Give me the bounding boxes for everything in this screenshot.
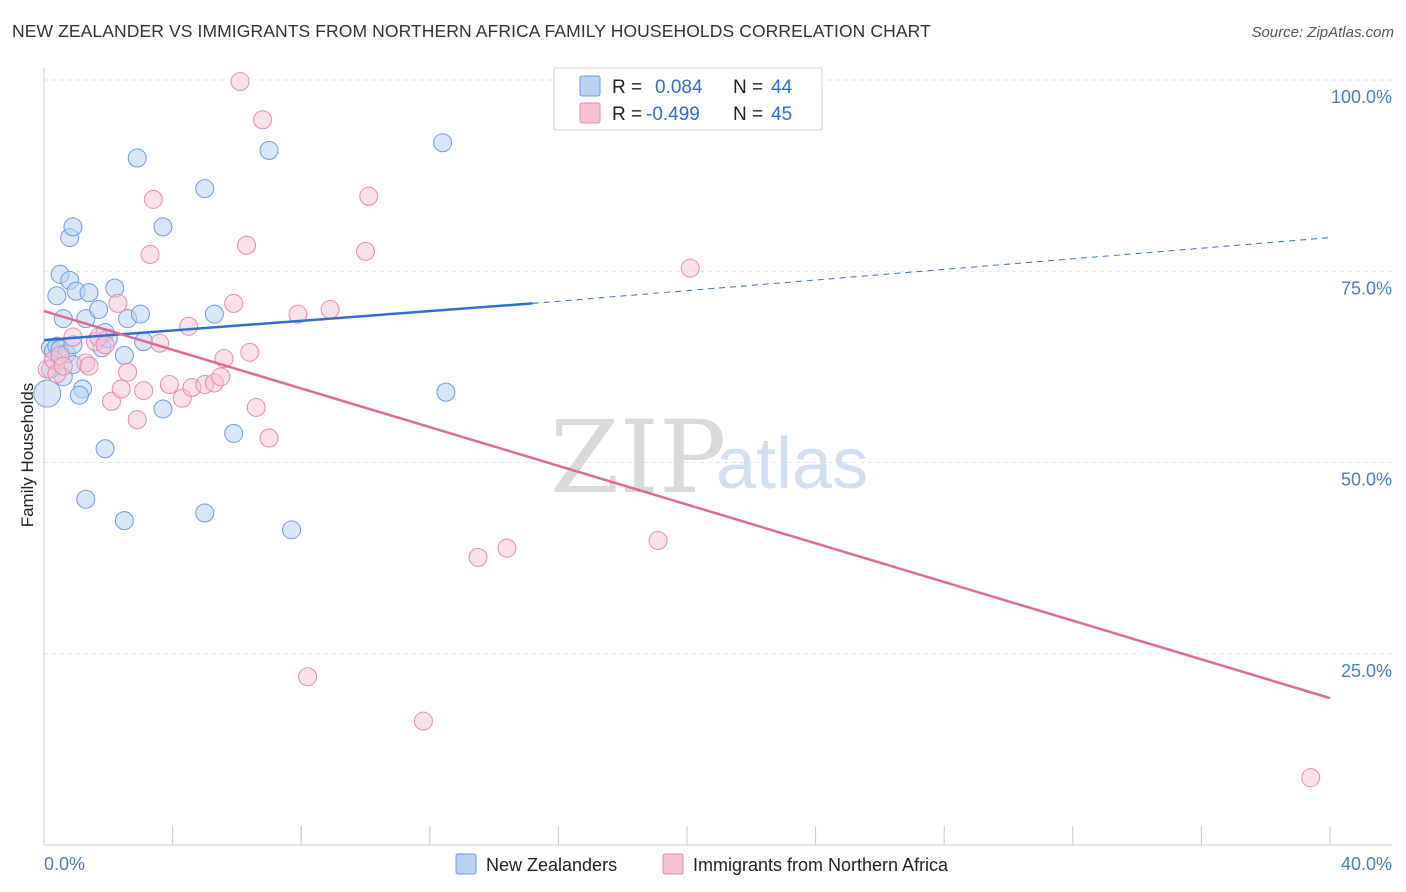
- point-northern-africa: [79, 356, 99, 376]
- point-northern-africa: [211, 367, 231, 387]
- correlation-legend: R = 0.084 N = 44 R = -0.499 N = 45: [553, 67, 823, 131]
- point-northern-africa: [108, 293, 128, 313]
- point-northern-africa: [288, 304, 308, 324]
- series-legend: New Zealanders Immigrants from Northern …: [455, 853, 949, 875]
- trendline-new-zealanders-extension: [532, 237, 1331, 304]
- legend-n-label-1: N =: [733, 77, 763, 98]
- point-new-zealanders: [47, 286, 67, 306]
- bottom-legend-label-northern-africa: Immigrants from Northern Africa: [693, 855, 949, 875]
- point-northern-africa: [246, 397, 266, 417]
- y-axis-label: Family Households: [18, 383, 37, 528]
- y-tick-label: 50.0%: [1341, 470, 1392, 490]
- point-new-zealanders: [436, 382, 456, 402]
- point-new-zealanders: [130, 304, 150, 324]
- point-northern-africa: [111, 379, 131, 399]
- point-new-zealanders: [153, 399, 173, 419]
- watermark-zip: ZIP: [550, 399, 726, 516]
- legend-r-value-2: -0.499: [646, 104, 700, 125]
- bottom-legend-swatch-blue: [455, 853, 477, 875]
- point-new-zealanders: [89, 300, 109, 319]
- point-new-zealanders: [33, 379, 62, 408]
- point-northern-africa: [680, 258, 700, 278]
- y-tick-label: 100.0%: [1331, 87, 1392, 107]
- legend-r-value-1: 0.084: [655, 77, 703, 98]
- legend-n-label-2: N =: [733, 104, 763, 125]
- point-northern-africa: [179, 316, 199, 336]
- x-tick-label-min: 0.0%: [44, 854, 85, 874]
- y-tick-label: 25.0%: [1341, 661, 1392, 681]
- legend-n-value-1: 44: [771, 77, 793, 98]
- point-northern-africa: [648, 531, 668, 551]
- point-new-zealanders: [195, 179, 215, 199]
- point-northern-africa: [140, 244, 160, 264]
- point-new-zealanders: [153, 217, 173, 237]
- legend-r-label-2: R =: [612, 104, 642, 125]
- point-new-zealanders: [259, 140, 279, 160]
- point-northern-africa: [237, 235, 257, 255]
- point-new-zealanders: [195, 503, 215, 523]
- point-new-zealanders: [127, 148, 147, 168]
- trendline-new-zealanders: [43, 302, 533, 342]
- point-new-zealanders: [282, 520, 302, 540]
- point-new-zealanders: [105, 278, 125, 298]
- point-new-zealanders: [224, 423, 244, 443]
- watermark-atlas: atlas: [716, 424, 868, 504]
- point-northern-africa: [95, 335, 115, 355]
- legend-swatch-blue: [579, 75, 601, 97]
- point-northern-africa: [127, 410, 147, 430]
- point-northern-africa: [359, 186, 379, 206]
- bottom-legend-label-new-zealanders: New Zealanders: [486, 855, 617, 875]
- x-tick-label-max: 40.0%: [1341, 854, 1392, 874]
- point-new-zealanders: [76, 489, 96, 509]
- point-northern-africa: [320, 300, 340, 319]
- point-northern-africa: [497, 538, 517, 558]
- source-credit: Source: ZipAtlas.com: [1251, 24, 1394, 41]
- point-new-zealanders: [114, 511, 134, 531]
- legend-swatch-pink: [579, 102, 601, 124]
- y-tick-label: 75.0%: [1341, 278, 1392, 298]
- point-northern-africa: [1301, 768, 1321, 788]
- chart-title: NEW ZEALANDER VS IMMIGRANTS FROM NORTHER…: [12, 21, 931, 41]
- point-northern-africa: [240, 342, 260, 362]
- point-northern-africa: [253, 110, 273, 130]
- point-new-zealanders: [69, 385, 89, 405]
- point-northern-africa: [230, 72, 250, 92]
- trendline-northern-africa: [43, 309, 1331, 700]
- point-northern-africa: [143, 189, 163, 209]
- point-northern-africa: [134, 381, 154, 401]
- point-northern-africa: [413, 711, 433, 731]
- point-new-zealanders: [433, 133, 453, 153]
- point-new-zealanders: [63, 217, 83, 237]
- point-new-zealanders: [114, 345, 134, 365]
- point-northern-africa: [468, 547, 488, 567]
- point-northern-africa: [224, 293, 244, 313]
- point-northern-africa: [159, 374, 179, 394]
- point-new-zealanders: [79, 283, 99, 303]
- legend-r-label-1: R =: [612, 77, 642, 98]
- point-northern-africa: [356, 241, 375, 261]
- point-northern-africa: [259, 428, 279, 448]
- point-northern-africa: [118, 362, 138, 382]
- point-northern-africa: [298, 667, 318, 687]
- point-northern-africa: [53, 356, 73, 376]
- point-new-zealanders: [204, 304, 224, 324]
- legend-n-value-2: 45: [771, 104, 792, 125]
- point-new-zealanders: [95, 439, 115, 459]
- bottom-legend-swatch-pink: [662, 853, 684, 875]
